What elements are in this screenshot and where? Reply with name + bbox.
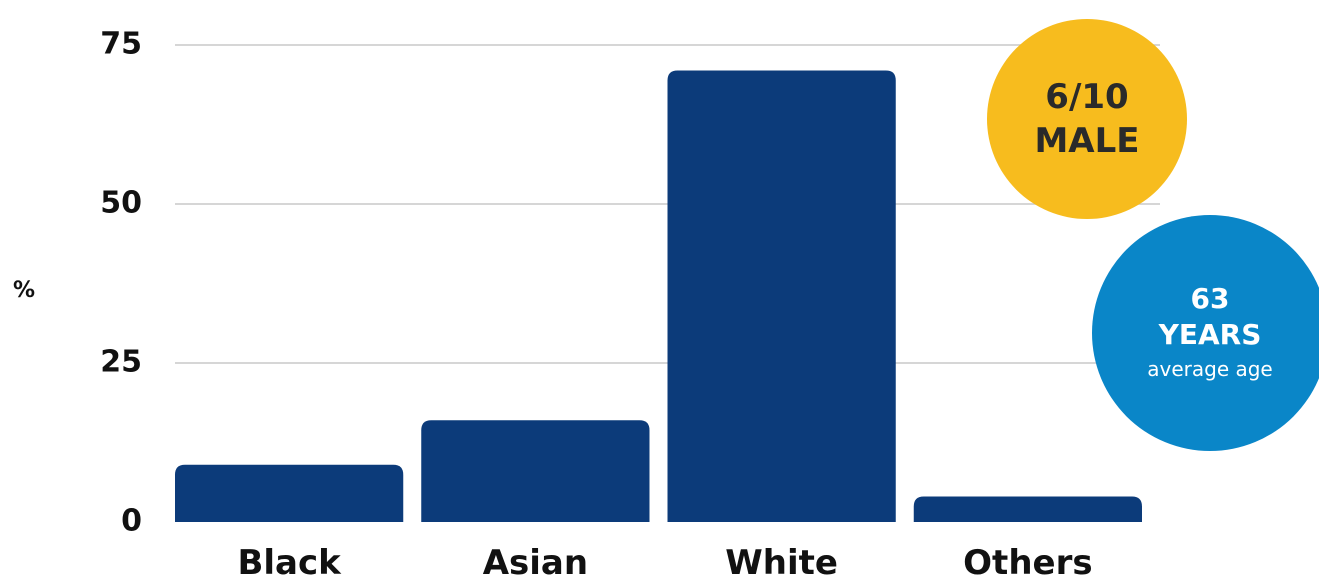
y-tick-label: 0 [121,504,142,539]
male-ratio-value: 6/10 [1045,77,1129,117]
male-ratio-label: MALE [1034,121,1140,161]
x-category-label: Black [237,543,342,583]
x-axis-categories: Black Asian White Others [237,543,1092,583]
y-axis-label: % [13,278,35,303]
average-age-unit: YEARS [1158,318,1262,351]
y-tick-label: 25 [100,345,142,380]
bar-black [175,464,404,522]
average-age-badge: 63 YEARS average age [1092,215,1319,451]
y-tick-label: 75 [100,27,142,62]
x-category-label: Others [963,543,1092,583]
average-age-caption: average age [1147,357,1273,381]
x-category-label: White [725,543,838,583]
bar-others [913,496,1142,522]
y-tick-label: 50 [100,186,142,221]
bars [175,70,1142,522]
average-age-value: 63 [1190,282,1230,315]
x-category-label: Asian [483,543,588,583]
bar-asian [421,420,650,522]
y-axis-ticks: 0 25 50 75 [100,27,142,539]
male-ratio-badge: 6/10 MALE [987,19,1187,219]
bar-white [667,70,896,522]
